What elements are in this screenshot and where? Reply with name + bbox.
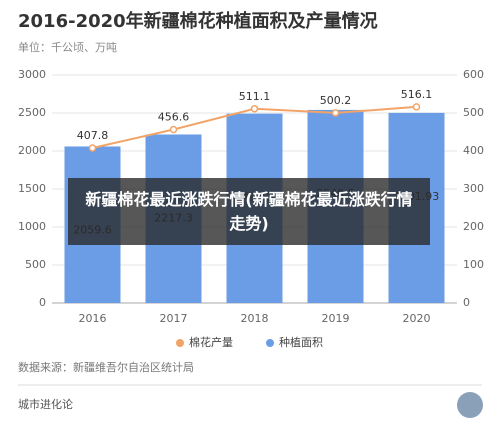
line-point xyxy=(250,105,259,113)
y2-tick-label: 500 xyxy=(463,106,484,119)
y2-tick-label: 400 xyxy=(463,144,484,157)
x-tick-label: 2020 xyxy=(403,312,431,325)
line-point xyxy=(88,144,97,152)
x-tick-label: 2017 xyxy=(160,312,188,325)
line-value-label: 511.1 xyxy=(239,90,271,103)
chart-subtitle: 单位：千公顷、万吨 xyxy=(18,40,117,54)
source: 数据来源：新疆维吾尔自治区统计局 xyxy=(18,360,194,374)
y-tick-label: 0 xyxy=(39,296,46,309)
x-tick-label: 2019 xyxy=(322,312,350,325)
line-value-label: 407.8 xyxy=(77,129,109,142)
y-tick-label: 3000 xyxy=(18,68,46,81)
y-tick-label: 1500 xyxy=(18,182,46,195)
legend-swatch xyxy=(176,339,184,347)
legend-label: 棉花产量 xyxy=(189,335,233,349)
footer: 城市进化论 xyxy=(18,397,73,411)
line-point xyxy=(412,103,421,111)
y2-tick-label: 200 xyxy=(463,220,484,233)
y-tick-label: 2000 xyxy=(18,144,46,157)
chart-title: 2016-2020年新疆棉花种植面积及产量情况 xyxy=(18,10,378,32)
legend-label: 种植面积 xyxy=(279,335,323,349)
y-tick-label: 1000 xyxy=(18,220,46,233)
legend-swatch xyxy=(266,339,274,347)
line-value-label: 500.2 xyxy=(320,94,352,107)
y-tick-label: 2500 xyxy=(18,106,46,119)
y-tick-label: 500 xyxy=(25,258,46,271)
line-point xyxy=(169,125,178,134)
y2-tick-label: 600 xyxy=(463,68,484,81)
logo xyxy=(457,392,483,418)
y2-tick-label: 300 xyxy=(463,182,484,195)
x-tick-label: 2018 xyxy=(241,312,269,325)
y2-tick-label: 100 xyxy=(463,258,484,271)
overlay-caption: 新疆棉花最近涨跌行情(新疆棉花最近涨跌行情走势) xyxy=(68,178,430,245)
x-tick-label: 2016 xyxy=(79,312,107,325)
line-value-label: 516.1 xyxy=(401,88,433,101)
y2-tick-label: 0 xyxy=(463,296,470,309)
line-point xyxy=(331,109,340,117)
line-value-label: 456.6 xyxy=(158,110,190,123)
